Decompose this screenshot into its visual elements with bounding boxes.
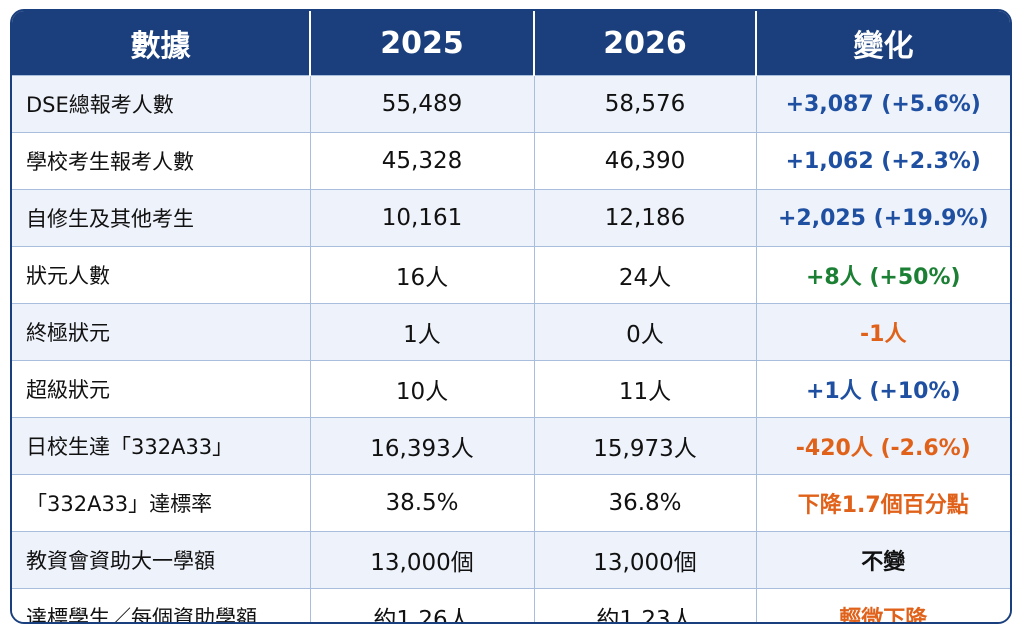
value-2025: 38.5% (310, 474, 535, 532)
value-2025: 13,000個 (310, 531, 535, 589)
change-value: +8人 (+50%) (756, 246, 1010, 304)
header-change: 變化 (756, 11, 1010, 76)
table-row: 學校考生報考人數 45,328 46,390 +1,062 (+2.3%) (12, 132, 1010, 190)
change-value: -1人 (756, 303, 1010, 361)
change-value: +3,087 (+5.6%) (756, 75, 1010, 133)
value-2025: 16,393人 (310, 417, 535, 475)
row-label: 自修生及其他考生 (12, 189, 311, 247)
row-label: 達標學生／每個資助學額 (12, 588, 311, 622)
table-row: 狀元人數 16人 24人 +8人 (+50%) (12, 246, 1010, 304)
row-label: 終極狀元 (12, 303, 311, 361)
row-label: 教資會資助大一學額 (12, 531, 311, 589)
row-label: 日校生達「332A33」 (12, 417, 311, 475)
value-2025: 10人 (310, 360, 535, 418)
value-2025: 16人 (310, 246, 535, 304)
change-value: +1人 (+10%) (756, 360, 1010, 418)
table-row: 日校生達「332A33」 16,393人 15,973人 -420人 (-2.6… (12, 417, 1010, 475)
change-value: 不變 (756, 531, 1010, 589)
change-value: -420人 (-2.6%) (756, 417, 1010, 475)
value-2026: 13,000個 (534, 531, 757, 589)
table-body: DSE總報考人數 55,489 58,576 +3,087 (+5.6%) 學校… (12, 75, 1010, 622)
row-label: 學校考生報考人數 (12, 132, 311, 190)
dse-stats-table: 數據 2025 2026 變化 DSE總報考人數 55,489 58,576 +… (12, 11, 1010, 622)
row-label: 「332A33」達標率 (12, 474, 311, 532)
value-2025: 1人 (310, 303, 535, 361)
value-2025: 10,161 (310, 189, 535, 247)
value-2026: 24人 (534, 246, 757, 304)
value-2026: 0人 (534, 303, 757, 361)
table-row: 終極狀元 1人 0人 -1人 (12, 303, 1010, 361)
value-2026: 46,390 (534, 132, 757, 190)
row-label: 狀元人數 (12, 246, 311, 304)
value-2026: 約1.23人 (534, 588, 757, 622)
value-2025: 約1.26人 (310, 588, 535, 622)
table-row: 教資會資助大一學額 13,000個 13,000個 不變 (12, 531, 1010, 589)
header-row: 數據 2025 2026 變化 (12, 11, 1010, 76)
change-value: 輕微下降 (756, 588, 1010, 622)
table-row: 超級狀元 10人 11人 +1人 (+10%) (12, 360, 1010, 418)
value-2026: 36.8% (534, 474, 757, 532)
table-row: 達標學生／每個資助學額 約1.26人 約1.23人 輕微下降 (12, 588, 1010, 622)
header-2025: 2025 (310, 11, 535, 76)
row-label: DSE總報考人數 (12, 75, 311, 133)
stats-table-frame: 數據 2025 2026 變化 DSE總報考人數 55,489 58,576 +… (10, 9, 1012, 624)
row-label: 超級狀元 (12, 360, 311, 418)
value-2025: 55,489 (310, 75, 535, 133)
table-header: 數據 2025 2026 變化 (12, 11, 1010, 76)
value-2026: 15,973人 (534, 417, 757, 475)
value-2026: 11人 (534, 360, 757, 418)
value-2025: 45,328 (310, 132, 535, 190)
table-row: 「332A33」達標率 38.5% 36.8% 下降1.7個百分點 (12, 474, 1010, 532)
change-value: +2,025 (+19.9%) (756, 189, 1010, 247)
header-item: 數據 (12, 11, 311, 76)
header-2026: 2026 (534, 11, 757, 76)
value-2026: 58,576 (534, 75, 757, 133)
table-row: 自修生及其他考生 10,161 12,186 +2,025 (+19.9%) (12, 189, 1010, 247)
change-value: +1,062 (+2.3%) (756, 132, 1010, 190)
change-value: 下降1.7個百分點 (756, 474, 1010, 532)
value-2026: 12,186 (534, 189, 757, 247)
table-row: DSE總報考人數 55,489 58,576 +3,087 (+5.6%) (12, 75, 1010, 133)
